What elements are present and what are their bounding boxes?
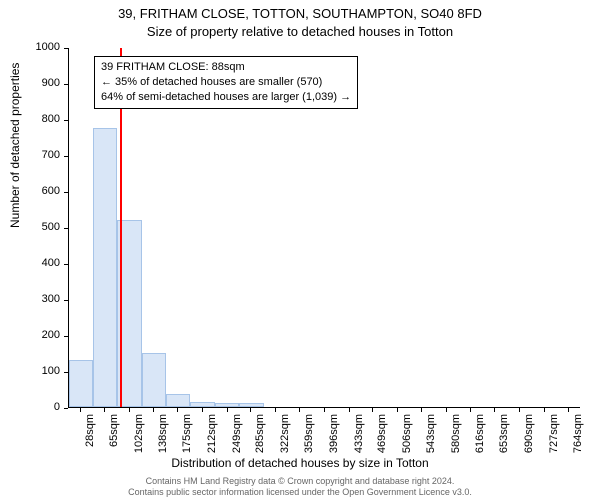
x-tick-label: 727sqm — [548, 414, 560, 464]
y-tick-label: 1000 — [20, 41, 60, 53]
histogram-bar — [142, 353, 167, 407]
chart-title-line2: Size of property relative to detached ho… — [0, 24, 600, 39]
x-tick-label: 506sqm — [401, 414, 413, 464]
x-tick-mark — [104, 408, 105, 412]
y-tick-label: 300 — [20, 293, 60, 305]
x-tick-label: 359sqm — [303, 414, 315, 464]
y-tick-label: 600 — [20, 185, 60, 197]
footer-line1: Contains HM Land Registry data © Crown c… — [0, 476, 600, 487]
x-tick-label: 322sqm — [279, 414, 291, 464]
x-tick-mark — [80, 408, 81, 412]
x-tick-label: 616sqm — [474, 414, 486, 464]
x-tick-label: 28sqm — [84, 414, 96, 464]
y-tick-label: 400 — [20, 257, 60, 269]
x-tick-label: 175sqm — [181, 414, 193, 464]
y-tick-mark — [64, 300, 68, 301]
x-tick-label: 580sqm — [450, 414, 462, 464]
x-tick-mark — [250, 408, 251, 412]
x-tick-label: 249sqm — [231, 414, 243, 464]
x-tick-mark — [568, 408, 569, 412]
histogram-bar — [190, 402, 215, 407]
y-tick-label: 200 — [20, 329, 60, 341]
x-tick-mark — [544, 408, 545, 412]
x-tick-label: 102sqm — [133, 414, 145, 464]
x-tick-label: 543sqm — [425, 414, 437, 464]
x-tick-mark — [372, 408, 373, 412]
histogram-bar — [166, 394, 190, 407]
x-tick-mark — [397, 408, 398, 412]
y-tick-mark — [64, 192, 68, 193]
y-tick-mark — [64, 336, 68, 337]
chart-title-line1: 39, FRITHAM CLOSE, TOTTON, SOUTHAMPTON, … — [0, 6, 600, 21]
y-tick-mark — [64, 84, 68, 85]
x-tick-label: 212sqm — [206, 414, 218, 464]
y-tick-label: 800 — [20, 113, 60, 125]
x-tick-mark — [153, 408, 154, 412]
y-tick-label: 500 — [20, 221, 60, 233]
y-tick-mark — [64, 228, 68, 229]
x-tick-label: 396sqm — [328, 414, 340, 464]
annotation-line1: 39 FRITHAM CLOSE: 88sqm — [101, 60, 351, 75]
y-tick-mark — [64, 48, 68, 49]
x-tick-label: 690sqm — [523, 414, 535, 464]
y-tick-label: 700 — [20, 149, 60, 161]
y-tick-mark — [64, 408, 68, 409]
chart-footer: Contains HM Land Registry data © Crown c… — [0, 476, 600, 498]
x-tick-mark — [275, 408, 276, 412]
y-tick-mark — [64, 156, 68, 157]
histogram-bar — [239, 403, 264, 407]
x-tick-mark — [446, 408, 447, 412]
y-tick-label: 100 — [20, 365, 60, 377]
histogram-bar — [93, 128, 118, 407]
histogram-bar — [69, 360, 93, 407]
x-tick-label: 285sqm — [254, 414, 266, 464]
x-tick-label: 138sqm — [157, 414, 169, 464]
x-tick-mark — [349, 408, 350, 412]
annotation-line3: 64% of semi-detached houses are larger (… — [101, 90, 351, 105]
chart-container: 39, FRITHAM CLOSE, TOTTON, SOUTHAMPTON, … — [0, 0, 600, 500]
x-tick-mark — [324, 408, 325, 412]
x-tick-mark — [129, 408, 130, 412]
x-tick-label: 65sqm — [108, 414, 120, 464]
y-tick-label: 0 — [20, 401, 60, 413]
x-tick-label: 653sqm — [498, 414, 510, 464]
y-tick-mark — [64, 372, 68, 373]
x-tick-label: 469sqm — [376, 414, 388, 464]
y-tick-label: 900 — [20, 77, 60, 89]
y-tick-mark — [64, 120, 68, 121]
x-tick-mark — [202, 408, 203, 412]
x-tick-mark — [519, 408, 520, 412]
x-tick-mark — [421, 408, 422, 412]
x-tick-mark — [299, 408, 300, 412]
x-tick-mark — [227, 408, 228, 412]
histogram-bar — [215, 403, 240, 407]
y-tick-mark — [64, 264, 68, 265]
annotation-box: 39 FRITHAM CLOSE: 88sqm ← 35% of detache… — [94, 56, 358, 109]
x-tick-mark — [470, 408, 471, 412]
x-tick-mark — [494, 408, 495, 412]
annotation-line2: ← 35% of detached houses are smaller (57… — [101, 75, 351, 90]
x-tick-label: 433sqm — [353, 414, 365, 464]
footer-line2: Contains public sector information licen… — [0, 487, 600, 498]
x-tick-label: 764sqm — [572, 414, 584, 464]
x-tick-mark — [177, 408, 178, 412]
